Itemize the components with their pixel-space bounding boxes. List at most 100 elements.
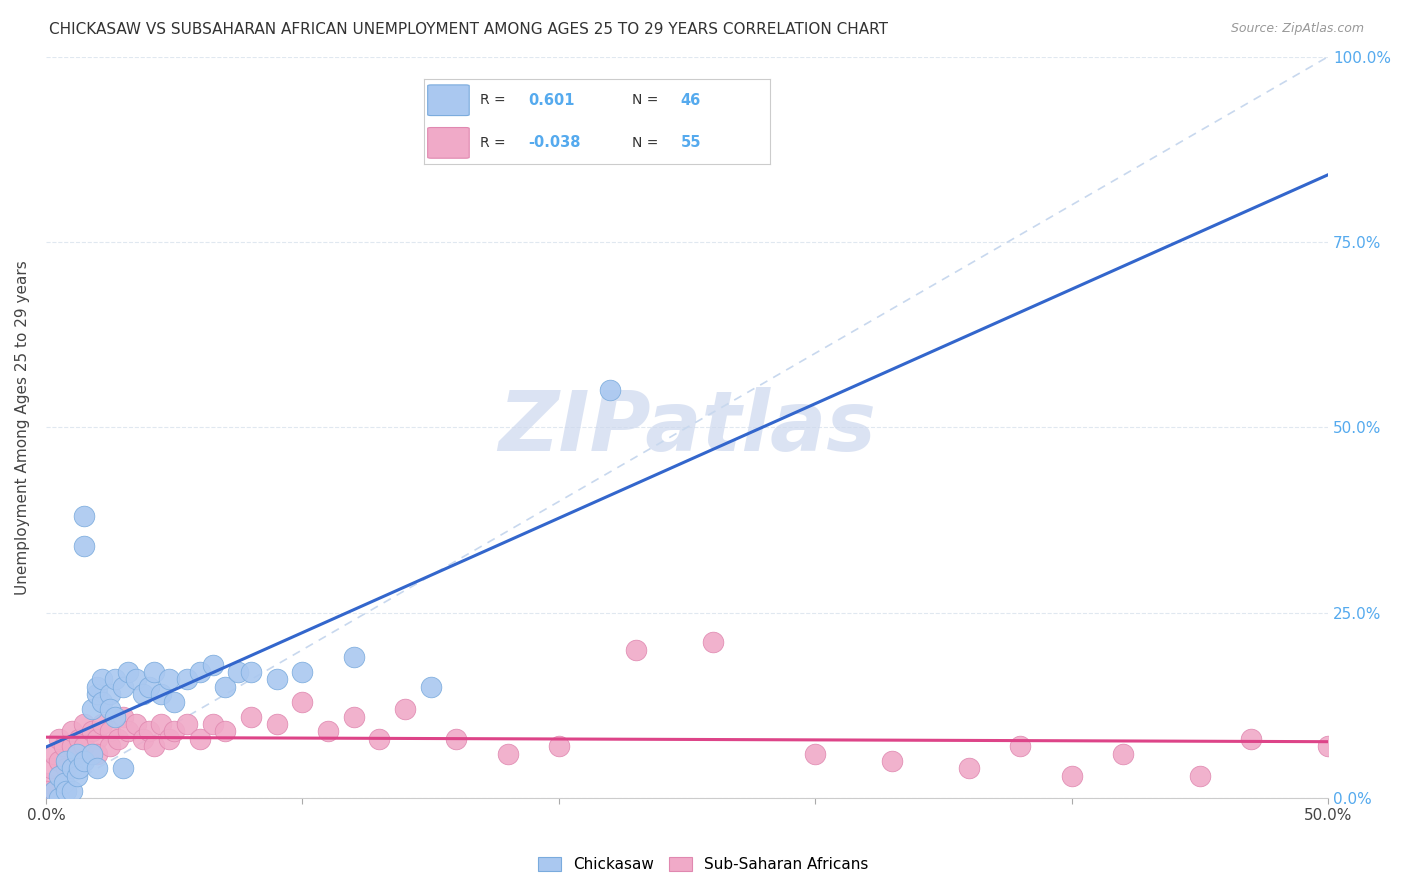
Point <box>142 665 165 679</box>
Point <box>157 731 180 746</box>
Point <box>240 665 263 679</box>
Point <box>291 665 314 679</box>
Point <box>73 739 96 754</box>
Point <box>624 642 647 657</box>
Point <box>150 687 173 701</box>
Point <box>86 687 108 701</box>
Point <box>201 657 224 672</box>
Point <box>42 747 65 761</box>
Point <box>82 747 104 761</box>
Point <box>1112 747 1135 761</box>
Point <box>1188 769 1211 783</box>
Legend: Chickasaw, Sub-Saharan Africans: Chickasaw, Sub-Saharan Africans <box>530 849 876 880</box>
Point <box>368 731 391 746</box>
Point <box>60 761 83 775</box>
Point <box>73 539 96 553</box>
Point <box>446 731 468 746</box>
Point <box>291 695 314 709</box>
Point <box>60 783 83 797</box>
Point <box>419 680 441 694</box>
Point <box>91 717 114 731</box>
Point <box>117 724 139 739</box>
Point <box>150 717 173 731</box>
Point <box>35 776 58 790</box>
Text: CHICKASAW VS SUBSAHARAN AFRICAN UNEMPLOYMENT AMONG AGES 25 TO 29 YEARS CORRELATI: CHICKASAW VS SUBSAHARAN AFRICAN UNEMPLOY… <box>49 22 889 37</box>
Point <box>82 724 104 739</box>
Point <box>132 731 155 746</box>
Point <box>201 717 224 731</box>
Point <box>60 724 83 739</box>
Point <box>125 673 148 687</box>
Point <box>163 724 186 739</box>
Point <box>86 761 108 775</box>
Point <box>176 717 198 731</box>
Point <box>316 724 339 739</box>
Point <box>111 761 134 775</box>
Point <box>188 731 211 746</box>
Point <box>188 665 211 679</box>
Point <box>176 673 198 687</box>
Point <box>138 680 160 694</box>
Point <box>86 747 108 761</box>
Point <box>60 739 83 754</box>
Point <box>104 709 127 723</box>
Point <box>86 731 108 746</box>
Point <box>226 665 249 679</box>
Point <box>82 702 104 716</box>
Point <box>48 754 70 768</box>
Point <box>66 747 89 761</box>
Point <box>98 687 121 701</box>
Point <box>111 709 134 723</box>
Point <box>39 761 62 775</box>
Point <box>394 702 416 716</box>
Y-axis label: Unemployment Among Ages 25 to 29 years: Unemployment Among Ages 25 to 29 years <box>15 260 30 595</box>
Point <box>240 709 263 723</box>
Point <box>702 635 724 649</box>
Point <box>52 776 75 790</box>
Point <box>804 747 827 761</box>
Point <box>1010 739 1032 754</box>
Point <box>104 673 127 687</box>
Point <box>73 754 96 768</box>
Point <box>98 702 121 716</box>
Point <box>142 739 165 754</box>
Point <box>547 739 569 754</box>
Point <box>73 717 96 731</box>
Point <box>132 687 155 701</box>
Point <box>86 680 108 694</box>
Point <box>55 754 77 768</box>
Point <box>66 769 89 783</box>
Point <box>496 747 519 761</box>
Point <box>55 761 77 775</box>
Point <box>1240 731 1263 746</box>
Point <box>117 665 139 679</box>
Point <box>163 695 186 709</box>
Point <box>48 731 70 746</box>
Point <box>138 724 160 739</box>
Point <box>48 791 70 805</box>
Point <box>91 695 114 709</box>
Point <box>42 783 65 797</box>
Point <box>73 509 96 524</box>
Point <box>111 680 134 694</box>
Point <box>91 673 114 687</box>
Point <box>957 761 980 775</box>
Point <box>66 747 89 761</box>
Point <box>107 731 129 746</box>
Point <box>98 739 121 754</box>
Point <box>67 761 90 775</box>
Point <box>214 724 236 739</box>
Text: Source: ZipAtlas.com: Source: ZipAtlas.com <box>1230 22 1364 36</box>
Point <box>98 724 121 739</box>
Point <box>52 739 75 754</box>
Point <box>1060 769 1083 783</box>
Point <box>67 731 90 746</box>
Point <box>214 680 236 694</box>
Point <box>343 709 366 723</box>
Point <box>1317 739 1340 754</box>
Point <box>882 754 904 768</box>
Point <box>125 717 148 731</box>
Text: ZIPatlas: ZIPatlas <box>498 387 876 468</box>
Point <box>343 650 366 665</box>
Point <box>55 783 77 797</box>
